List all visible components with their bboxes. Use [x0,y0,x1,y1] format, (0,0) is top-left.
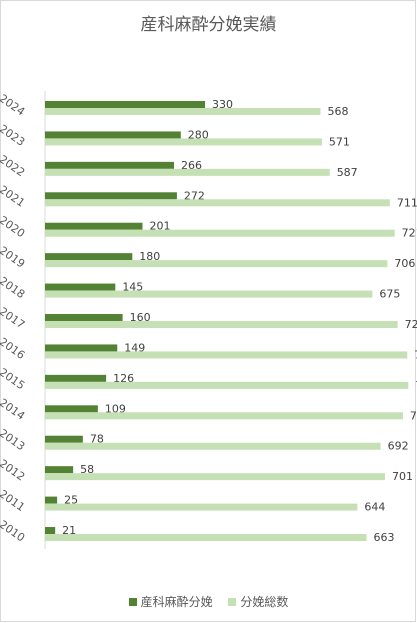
data-label-anesthesia: 266 [181,159,202,172]
data-label-anesthesia: 330 [212,98,233,111]
data-label-total: 571 [329,135,350,148]
year-tick-label: 2010 [0,518,27,545]
data-label-total: 663 [374,531,395,544]
bar-anesthesia [45,405,98,413]
chart-legend: 産科麻酔分娩 分娩総数 [0,593,417,610]
year-tick-label: 2011 [0,487,27,514]
data-label-total: 721 [402,227,417,240]
data-label-anesthesia: 272 [184,189,205,202]
data-label-total: 644 [364,501,385,514]
data-label-total: 738 [410,409,417,422]
legend-swatch-anesthesia [128,597,137,606]
bar-anesthesia [45,435,83,443]
bar-anesthesia [45,374,107,382]
bar-anesthesia [45,466,74,474]
data-label-total: 749 [415,379,417,392]
bar-total [45,412,403,420]
bar-anesthesia [45,192,177,200]
chart-plot: 2024 330 568 2023 280 571 2022 266 587 2021 272 711… [0,91,417,550]
bar-anesthesia [45,283,116,291]
data-label-total: 747 [414,348,417,361]
bar-anesthesia [45,161,175,169]
year-tick-label: 2013 [0,427,27,454]
year-tick-label: 2014 [0,396,27,423]
legend-item-anesthesia: 産科麻酔分娩 [128,593,213,610]
year-tick-label: 2021 [0,183,27,210]
data-label-anesthesia: 21 [62,524,76,537]
bar-anesthesia [45,131,181,139]
bar-total [45,168,330,176]
bar-total [45,503,358,511]
data-label-anesthesia: 126 [113,372,134,385]
bar-total [45,534,367,542]
year-tick-label: 2024 [0,92,27,119]
bar-total [45,108,321,115]
data-label-anesthesia: 149 [124,341,145,354]
data-label-anesthesia: 145 [122,281,143,294]
legend-label-total: 分娩総数 [240,595,289,609]
bar-anesthesia [45,314,123,322]
data-label-total: 711 [397,196,417,209]
bar-anesthesia [45,527,56,535]
year-tick-label: 2020 [0,213,27,240]
bar-total [45,260,388,268]
data-label-anesthesia: 160 [130,311,151,324]
year-tick-label: 2012 [0,457,27,484]
year-tick-label: 2019 [0,244,27,271]
data-label-anesthesia: 78 [90,433,104,446]
data-label-anesthesia: 180 [139,250,160,263]
bar-anesthesia [45,496,58,504]
legend-label-anesthesia: 産科麻酔分娩 [140,595,213,609]
data-label-anesthesia: 58 [80,463,94,476]
data-label-anesthesia: 25 [64,494,78,507]
year-tick-label: 2016 [0,335,27,362]
bar-total [45,473,385,481]
bar-total [45,290,373,298]
data-label-anesthesia: 201 [149,220,170,233]
year-tick-label: 2023 [0,122,27,149]
bar-anesthesia [45,222,143,230]
legend-swatch-total [228,597,237,606]
year-tick-label: 2017 [0,305,27,332]
data-label-total: 727 [405,318,417,331]
bar-total [45,321,398,329]
bar-total [45,351,408,359]
data-label-total: 701 [392,470,413,483]
year-tick-label: 2018 [0,274,27,301]
data-label-anesthesia: 280 [188,128,209,141]
bar-total [45,229,395,237]
bar-anesthesia [45,344,118,352]
bar-total [45,138,322,146]
bar-total [45,381,409,389]
year-tick-label: 2022 [0,153,27,180]
legend-item-total: 分娩総数 [228,593,288,610]
data-label-total: 706 [394,257,415,270]
bar-anesthesia [45,101,206,108]
data-label-total: 587 [337,166,358,179]
data-label-anesthesia: 109 [105,402,126,415]
year-tick-label: 2015 [0,366,27,393]
data-label-total: 692 [388,440,409,453]
bar-total [45,442,381,450]
data-label-total: 568 [327,105,348,118]
bar-anesthesia [45,253,133,261]
bar-total [45,199,390,207]
chart-title: 産科麻酔分娩実績 [140,15,277,35]
data-label-total: 675 [379,288,400,301]
